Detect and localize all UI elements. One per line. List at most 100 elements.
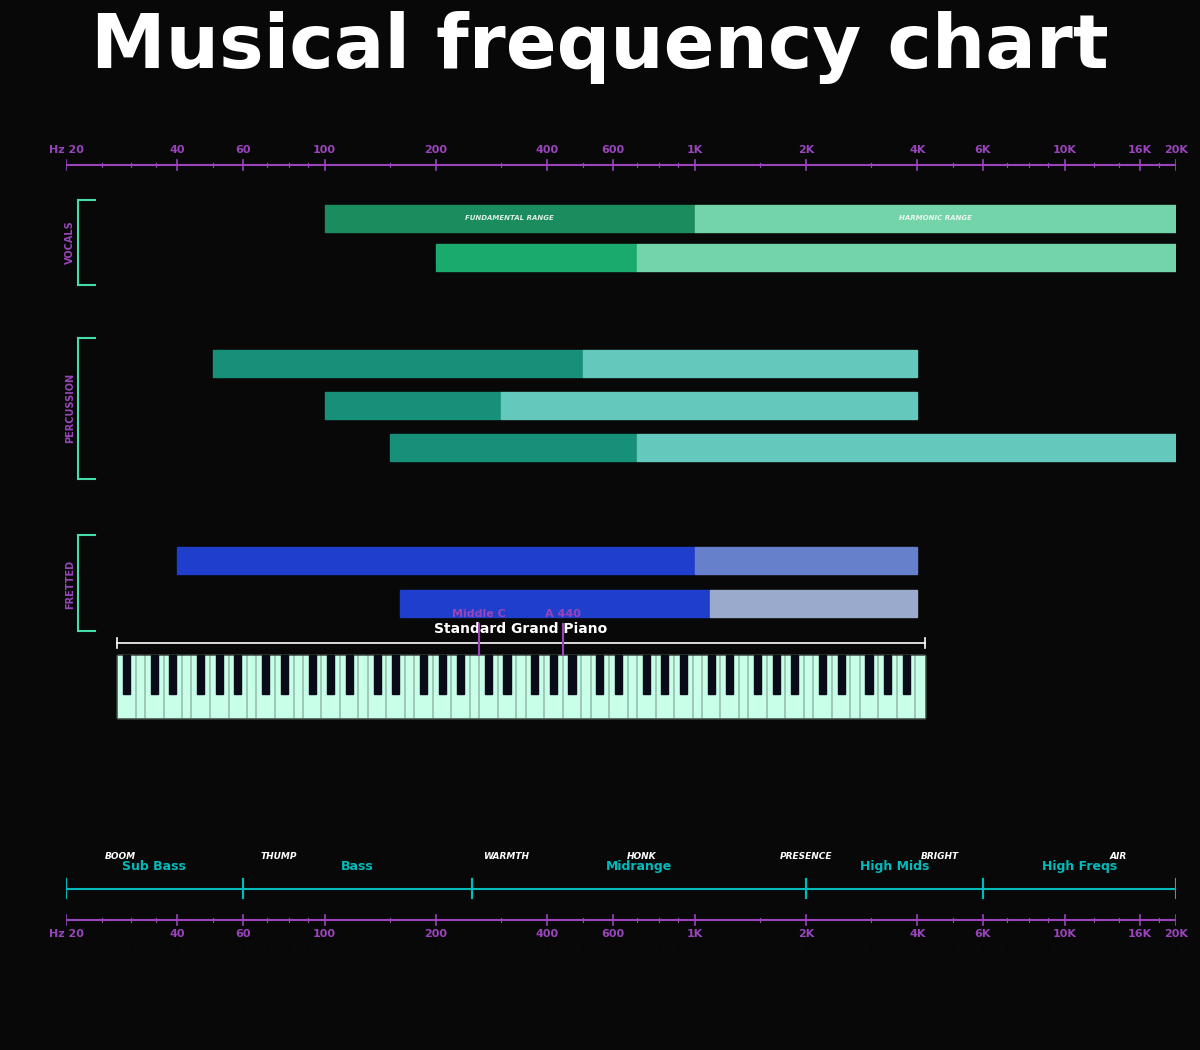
Polygon shape <box>637 435 1176 461</box>
Polygon shape <box>680 655 686 694</box>
Text: 2K: 2K <box>798 929 814 940</box>
Text: 60: 60 <box>235 146 251 155</box>
Polygon shape <box>122 655 130 694</box>
Polygon shape <box>308 655 316 694</box>
Polygon shape <box>532 655 539 694</box>
Polygon shape <box>502 392 917 419</box>
Text: 1K: 1K <box>686 929 703 940</box>
Polygon shape <box>118 655 925 717</box>
Polygon shape <box>884 655 892 694</box>
Text: 6K: 6K <box>974 929 991 940</box>
Text: THUMP: THUMP <box>260 853 296 861</box>
Polygon shape <box>328 655 334 694</box>
Polygon shape <box>325 205 695 232</box>
Text: WARMTH: WARMTH <box>484 853 529 861</box>
Text: 400: 400 <box>536 929 559 940</box>
Text: 60: 60 <box>235 929 251 940</box>
Text: BOOM: BOOM <box>104 853 136 861</box>
Polygon shape <box>436 244 637 271</box>
Polygon shape <box>504 655 510 694</box>
Text: Hz 20: Hz 20 <box>48 146 84 155</box>
Text: 400: 400 <box>536 146 559 155</box>
Polygon shape <box>661 655 668 694</box>
Text: 20K: 20K <box>1164 146 1188 155</box>
Text: FRETTED: FRETTED <box>65 561 74 609</box>
Text: VOCALS: VOCALS <box>65 220 74 265</box>
Polygon shape <box>550 655 557 694</box>
Polygon shape <box>596 655 604 694</box>
Text: 600: 600 <box>601 929 624 940</box>
Text: 600: 600 <box>601 146 624 155</box>
Polygon shape <box>234 655 241 694</box>
Text: 10K: 10K <box>1052 929 1076 940</box>
Polygon shape <box>373 655 380 694</box>
Polygon shape <box>754 655 761 694</box>
Polygon shape <box>392 655 400 694</box>
Text: 20K: 20K <box>1164 929 1188 940</box>
Text: 1K: 1K <box>686 146 703 155</box>
Text: 200: 200 <box>425 146 448 155</box>
Polygon shape <box>643 655 649 694</box>
Polygon shape <box>400 590 710 616</box>
Polygon shape <box>773 655 780 694</box>
Text: AIR: AIR <box>1110 853 1127 861</box>
Polygon shape <box>281 655 288 694</box>
Polygon shape <box>614 655 622 694</box>
Text: Musical frequency chart: Musical frequency chart <box>91 10 1109 84</box>
Text: 200: 200 <box>425 929 448 940</box>
Text: Hz 20: Hz 20 <box>48 929 84 940</box>
Polygon shape <box>346 655 353 694</box>
Text: 6K: 6K <box>974 146 991 155</box>
Text: BRIGHT: BRIGHT <box>920 853 959 861</box>
Text: Standard Grand Piano: Standard Grand Piano <box>434 622 607 635</box>
Text: 16K: 16K <box>1128 929 1152 940</box>
Polygon shape <box>457 655 464 694</box>
Polygon shape <box>325 392 502 419</box>
Polygon shape <box>216 655 223 694</box>
Text: High Mids: High Mids <box>859 860 929 873</box>
Text: 16K: 16K <box>1128 146 1152 155</box>
Text: 4K: 4K <box>910 146 925 155</box>
Polygon shape <box>820 655 826 694</box>
Text: HARMONIC RANGE: HARMONIC RANGE <box>899 215 972 222</box>
Text: 100: 100 <box>313 146 336 155</box>
Text: 100: 100 <box>313 929 336 940</box>
Polygon shape <box>438 655 445 694</box>
Polygon shape <box>197 655 204 694</box>
Polygon shape <box>583 350 917 377</box>
Text: Bass: Bass <box>341 860 373 873</box>
Polygon shape <box>791 655 798 694</box>
Text: 40: 40 <box>169 929 185 940</box>
Text: FUNDAMENTAL RANGE: FUNDAMENTAL RANGE <box>466 215 554 222</box>
Polygon shape <box>151 655 158 694</box>
Text: High Freqs: High Freqs <box>1042 860 1117 873</box>
Polygon shape <box>708 655 715 694</box>
Text: A 440: A 440 <box>545 609 581 620</box>
Polygon shape <box>569 655 576 694</box>
Text: Sub Bass: Sub Bass <box>122 860 186 873</box>
Polygon shape <box>262 655 269 694</box>
Text: Midrange: Midrange <box>606 860 672 873</box>
Polygon shape <box>637 244 1176 271</box>
Polygon shape <box>169 655 176 694</box>
Text: 10K: 10K <box>1052 146 1076 155</box>
Polygon shape <box>390 435 637 461</box>
Polygon shape <box>902 655 910 694</box>
Polygon shape <box>695 205 1176 232</box>
Text: 4K: 4K <box>910 929 925 940</box>
Polygon shape <box>420 655 427 694</box>
Text: Middle C: Middle C <box>452 609 506 620</box>
Polygon shape <box>710 590 917 616</box>
Text: 2K: 2K <box>798 146 814 155</box>
Text: 40: 40 <box>169 146 185 155</box>
Text: PRESENCE: PRESENCE <box>780 853 833 861</box>
Polygon shape <box>214 350 583 377</box>
Text: HONK: HONK <box>628 853 656 861</box>
Polygon shape <box>485 655 492 694</box>
Polygon shape <box>178 547 695 574</box>
Polygon shape <box>838 655 845 694</box>
Polygon shape <box>726 655 733 694</box>
Text: PERCUSSION: PERCUSSION <box>65 373 74 443</box>
Polygon shape <box>695 547 917 574</box>
Polygon shape <box>865 655 872 694</box>
